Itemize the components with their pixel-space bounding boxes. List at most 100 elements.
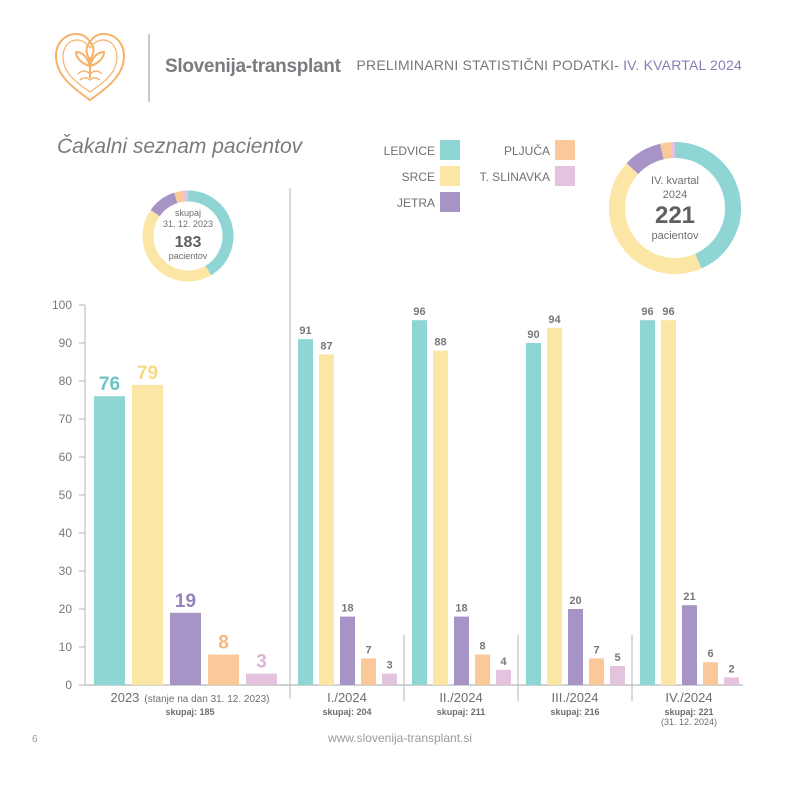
donut-slice-jetra <box>626 143 665 175</box>
bar-value-label: 2 <box>728 663 734 675</box>
donut-slice-jetra <box>150 192 178 217</box>
bar-srce <box>661 320 676 685</box>
donut-slice-pljuca <box>660 142 673 160</box>
y-tick-label: 50 <box>59 488 73 502</box>
category-label: 2023 (stanje na dan 31. 12. 2023) <box>110 690 269 705</box>
header-title: PRELIMINARNI STATISTIČNI PODATKI- IV. KV… <box>356 57 742 73</box>
category-total: skupaj: 204 <box>322 707 371 717</box>
donut-slice-ledvice <box>187 190 234 276</box>
y-tick-label: 10 <box>59 640 73 654</box>
donut-slice-srce <box>142 209 212 282</box>
y-tick-label: 60 <box>59 450 73 464</box>
category-total: skupaj: 221 <box>664 707 713 717</box>
bar-ledvice <box>526 343 541 685</box>
donut-slice-srce <box>609 163 702 274</box>
bar-value-label: 76 <box>99 374 120 395</box>
bar-srce <box>319 354 334 685</box>
section-title: Čakalni seznam pacientov <box>57 135 303 158</box>
bar-value-label: 18 <box>341 603 353 615</box>
y-tick-label: 20 <box>59 602 73 616</box>
bar-jetra <box>568 609 583 685</box>
bar-pljuca <box>475 654 490 685</box>
bar-ledvice <box>412 320 427 685</box>
donut-slice-ledvice <box>674 142 741 269</box>
y-tick-label: 40 <box>59 526 73 540</box>
bar-jetra <box>340 616 355 685</box>
category-total: skupaj: 211 <box>437 707 486 717</box>
bar-value-label: 19 <box>175 591 196 612</box>
legend-swatch-jetra <box>440 192 460 212</box>
bar-value-label: 8 <box>218 633 229 654</box>
page-number: 6 <box>32 734 38 745</box>
y-tick-label: 70 <box>59 412 73 426</box>
bar-value-label: 7 <box>365 644 371 656</box>
bar-value-label: 96 <box>641 306 653 318</box>
donut-unit: pacientov <box>651 230 699 242</box>
bar-pljuca <box>703 662 718 685</box>
bar-pljuca <box>589 658 604 685</box>
bar-jetra <box>682 605 697 685</box>
y-tick-label: 100 <box>52 298 72 312</box>
bar-slinavka <box>382 673 397 685</box>
y-tick-label: 30 <box>59 564 73 578</box>
bar-value-label: 5 <box>614 652 620 664</box>
brand-name: Slovenija-transplant <box>165 56 341 77</box>
header-divider <box>148 34 150 102</box>
y-tick-label: 90 <box>59 336 73 350</box>
bar-srce <box>433 350 448 685</box>
bar-value-label: 7 <box>593 644 599 656</box>
footer-url[interactable]: www.slovenija-transplant.si <box>327 731 473 745</box>
y-tick-label: 0 <box>65 678 72 692</box>
donut-caption: 2024 <box>663 189 687 201</box>
bar-srce <box>547 327 562 685</box>
bar-ledvice <box>94 396 125 685</box>
bar-value-label: 20 <box>569 595 581 607</box>
bar-value-label: 3 <box>256 652 267 673</box>
legend-swatch-srce <box>440 166 460 186</box>
header-title-quarter: IV. KVARTAL 2024 <box>623 57 742 73</box>
category-label: II./2024 <box>439 690 482 705</box>
legend-label-pljuca: PLJUČA <box>503 144 550 158</box>
header-title-main: PRELIMINARNI STATISTIČNI PODATKI- <box>356 57 624 73</box>
bar-value-label: 94 <box>548 314 561 326</box>
bar-jetra <box>454 616 469 685</box>
category-total-date: (31. 12. 2024) <box>661 717 717 727</box>
bar-value-label: 79 <box>137 363 158 384</box>
category-label: I./2024 <box>327 690 367 705</box>
bar-value-label: 96 <box>413 306 425 318</box>
bar-value-label: 4 <box>500 656 507 668</box>
bar-value-label: 96 <box>662 306 674 318</box>
bar-slinavka <box>610 666 625 685</box>
legend-swatch-ledvice <box>440 140 460 160</box>
bar-ledvice <box>640 320 655 685</box>
category-total: skupaj: 185 <box>165 707 214 717</box>
category-label: III./2024 <box>552 690 599 705</box>
bar-value-label: 21 <box>683 591 695 603</box>
donut-caption: IV. kvartal <box>651 175 699 187</box>
bar-slinavka <box>246 673 277 685</box>
bar-value-label: 8 <box>479 641 485 653</box>
bar-value-label: 91 <box>299 325 311 337</box>
bar-value-label: 3 <box>386 660 392 672</box>
donut-total: 221 <box>655 202 695 229</box>
y-tick-label: 80 <box>59 374 73 388</box>
donut-unit: pacientov <box>169 251 208 261</box>
bar-value-label: 88 <box>434 337 446 349</box>
bar-value-label: 6 <box>707 648 713 660</box>
donut-total: 183 <box>175 234 202 251</box>
bar-pljuca <box>208 654 239 685</box>
legend-label-jetra: JETRA <box>396 196 435 210</box>
legend-label-slinavka: T. SLINAVKA <box>479 170 550 184</box>
bar-pljuca <box>361 658 376 685</box>
bar-value-label: 87 <box>320 340 332 352</box>
category-total: skupaj: 216 <box>550 707 599 717</box>
category-label: IV./2024 <box>665 690 712 705</box>
bar-value-label: 18 <box>455 603 467 615</box>
bar-jetra <box>170 612 201 685</box>
donut-caption: 31. 12. 2023 <box>163 219 213 229</box>
bar-value-label: 90 <box>527 329 539 341</box>
slovenija-transplant-logo <box>54 32 126 102</box>
donut-slice-pljuca <box>174 190 185 204</box>
bar-slinavka <box>724 677 739 685</box>
